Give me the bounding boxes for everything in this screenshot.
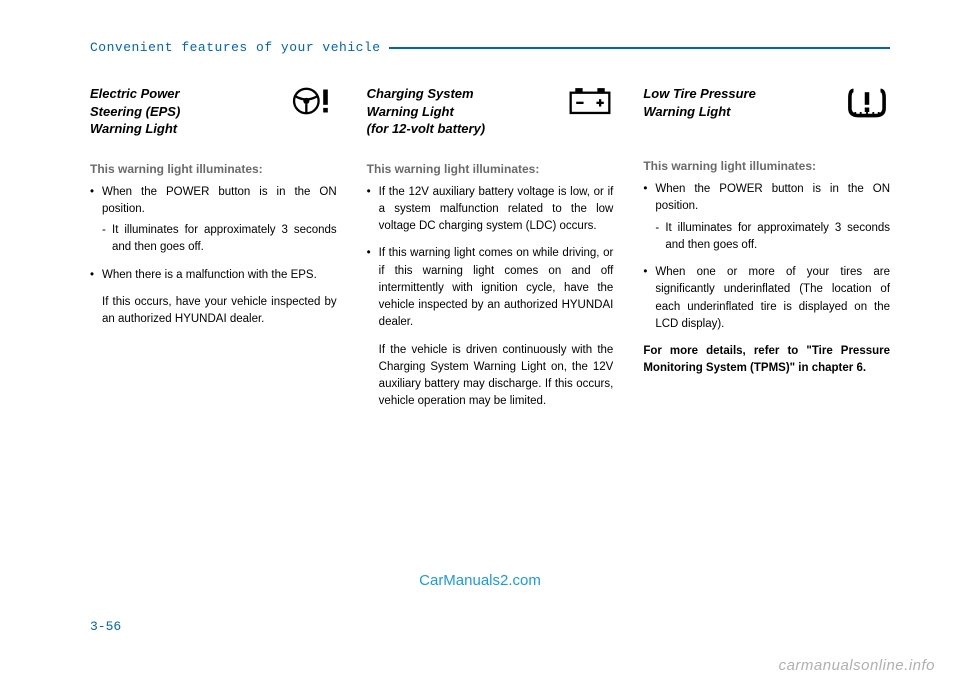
page-number: 3-56 (90, 619, 121, 634)
eps-b2: When there is a malfunction with the EPS… (90, 267, 337, 284)
tire-exclaim-icon (844, 85, 890, 127)
tpms-b1a: It illuminates for approximately 3 secon… (655, 220, 890, 255)
eps-b1: When the POWER button is in the ON posit… (102, 186, 337, 215)
charging-p1: If the vehicle is driven continuously wi… (367, 342, 614, 411)
tpms-b1: When the POWER button is in the ON posit… (655, 183, 890, 212)
tpms-list: When the POWER button is in the ON posit… (643, 181, 890, 333)
tpms-b2: When one or more of your tires are signi… (643, 264, 890, 333)
watermark-carmanuals2: CarManuals2.com (419, 572, 541, 589)
eps-title: Electric Power Steering (EPS) Warning Li… (90, 85, 283, 138)
charging-b2: If this warning light comes on while dri… (367, 245, 614, 331)
charging-subhead: This warning light illuminates: (367, 160, 614, 178)
eps-b1a: It illuminates for approximately 3 secon… (102, 222, 337, 257)
list-item: When the POWER button is in the ON posit… (643, 181, 890, 254)
charging-b1: If the 12V auxiliary battery voltage is … (367, 184, 614, 236)
battery-icon (567, 85, 613, 123)
column-eps: Electric Power Steering (EPS) Warning Li… (90, 85, 337, 421)
charging-list: If the 12V auxiliary battery voltage is … (367, 184, 614, 332)
eps-head: Electric Power Steering (EPS) Warning Li… (90, 85, 337, 138)
watermark-carmanualsonline: carmanualsonline.info (779, 657, 935, 674)
tpms-head: Low Tire Pressure Warning Light (643, 85, 890, 135)
content-columns: Electric Power Steering (EPS) Warning Li… (90, 85, 890, 421)
header-rule (389, 47, 890, 49)
eps-subhead: This warning light illuminates: (90, 160, 337, 178)
header-title: Convenient features of your vehicle (90, 40, 389, 55)
charging-head: Charging System Warning Light (for 12-vo… (367, 85, 614, 138)
column-tpms: Low Tire Pressure Warning Light This war… (643, 85, 890, 421)
tpms-p1: For more details, refer to "Tire Pressur… (643, 343, 890, 378)
tpms-title: Low Tire Pressure Warning Light (643, 85, 836, 120)
charging-title: Charging System Warning Light (for 12-vo… (367, 85, 560, 138)
column-charging: Charging System Warning Light (for 12-vo… (367, 85, 614, 421)
eps-p1: If this occurs, have your vehicle inspec… (90, 294, 337, 329)
list-item: When the POWER button is in the ON posit… (90, 184, 337, 257)
tpms-subhead: This warning light illuminates: (643, 157, 890, 175)
steering-exclaim-icon (291, 85, 337, 123)
page-header: Convenient features of your vehicle (90, 40, 890, 55)
eps-list: When the POWER button is in the ON posit… (90, 184, 337, 284)
